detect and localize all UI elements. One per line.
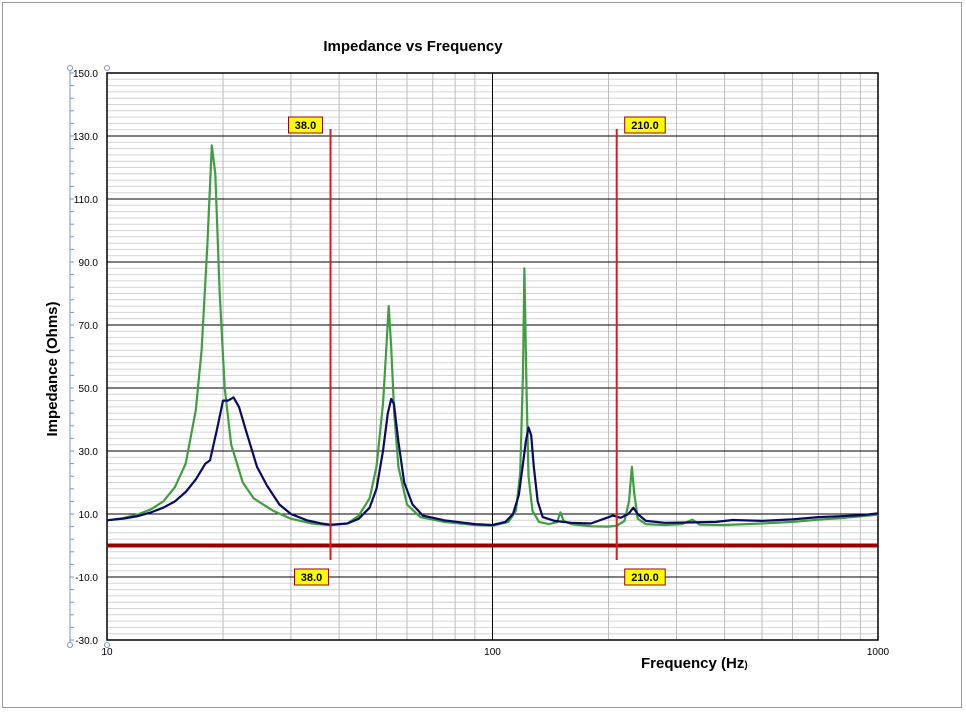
x-tick-label: 10 [101,647,113,658]
y-tick-label: -10.0 [75,573,98,584]
y-tick-label: 70.0 [79,321,99,332]
y-tick-label: 150.0 [73,69,98,80]
marker-layer: 38.0 38.0 210.0 210.0 [288,116,666,586]
marker-label-top: 38.0 [295,120,316,132]
grid [70,72,879,641]
y-tick-label: 90.0 [79,258,99,269]
x-axis-label: Frequency (Hz) [641,655,748,672]
y-tick-label: 30.0 [79,447,99,458]
y-axis-label: Impedance (Ohms) [44,301,61,436]
plot-border [106,72,879,641]
y-axis-line [67,65,110,648]
y-tick-label: 130.0 [73,132,98,143]
series-line-2 [106,396,879,527]
marker-label-top-box [624,116,666,134]
y-tick-label: 10.0 [79,510,99,521]
marker-label-bottom-box [624,568,666,586]
x-tick-label: 100 [484,647,501,658]
marker-label-top: 210.0 [631,120,659,132]
marker-label-bottom-box [294,568,330,586]
marker-label-bottom: 210.0 [631,572,659,584]
series-layer [106,144,879,548]
tick-layer: 150.0 130.0 110.0 90.0 70.0 50.0 30.0 10.0 -10.0… [73,69,890,658]
y-tick-label: -30.0 [75,636,98,647]
y-tick-label: 50.0 [79,384,99,395]
marker-label-top-box [288,116,324,134]
marker-label-bottom: 38.0 [301,572,322,584]
y-tick-label: 110.0 [74,195,99,206]
x-tick-label: 1000 [867,647,890,658]
x-axis-label-paren: ) [744,660,747,671]
x-axis-label-main: Frequency (Hz [641,655,744,672]
chart-title: Impedance vs Frequency [323,38,503,55]
